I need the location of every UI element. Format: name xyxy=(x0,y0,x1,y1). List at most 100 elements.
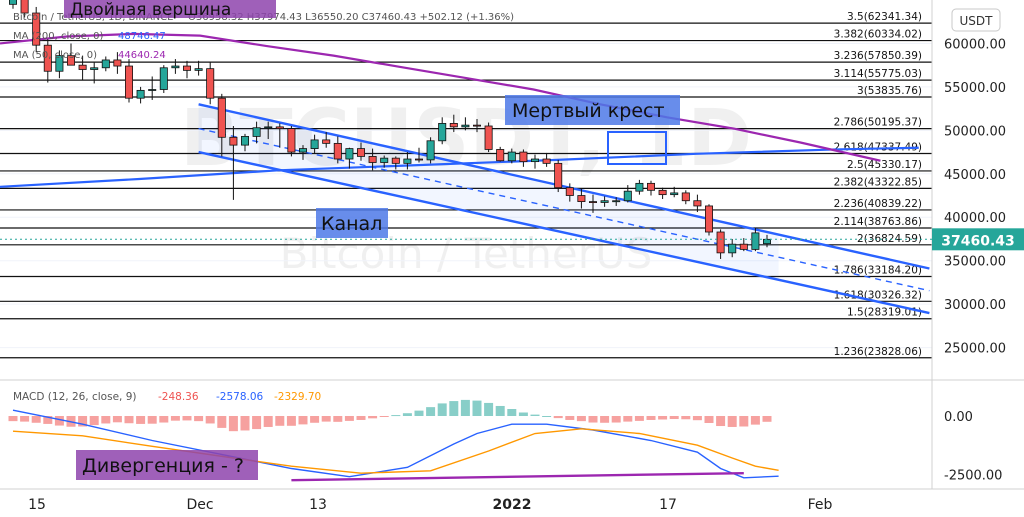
price-grid xyxy=(0,42,932,349)
time-axis-tick: Dec xyxy=(186,497,213,513)
candle-body xyxy=(240,136,249,146)
ohlc-values: O36958.32 H37974.43 L36550.20 C37460.43 … xyxy=(188,12,514,23)
macd-histogram-bar xyxy=(692,416,702,421)
macd-histogram-bar xyxy=(426,407,436,416)
candle-body xyxy=(380,157,389,163)
macd-histogram-bar xyxy=(600,416,610,423)
macd-histogram-bar xyxy=(495,405,505,416)
macd-histogram-bar xyxy=(321,416,331,422)
price-axis-tick: 25000.00 xyxy=(944,342,1006,357)
candle-body xyxy=(136,89,145,99)
macd-histogram-bar xyxy=(101,416,111,424)
macd-histogram-bar xyxy=(634,416,644,421)
macd-histogram-bar xyxy=(518,412,528,416)
annotation-channel[interactable]: Канал xyxy=(316,208,388,238)
annotation-divergence-text: Дивергенция - ? xyxy=(82,455,244,477)
price-axis-tick: 30000.00 xyxy=(944,298,1006,313)
candle-body xyxy=(589,201,598,204)
macd-histogram-bar xyxy=(263,416,273,427)
fib-level-label: 3.382(60334.02) xyxy=(834,29,922,41)
price-axis-tick: 45000.00 xyxy=(944,168,1006,183)
candle-body xyxy=(391,157,400,164)
ma200-label: MA (200, close, 0) xyxy=(13,31,103,42)
candle-body xyxy=(438,122,447,142)
ma50-line xyxy=(0,32,881,162)
macd-histogram-bar xyxy=(449,401,459,416)
macd-histogram-bar xyxy=(8,416,18,422)
macd-histogram-bar xyxy=(530,414,540,416)
macd-histogram-bar xyxy=(182,416,192,421)
candle-body xyxy=(356,148,365,157)
price-axis-tick: 40000.00 xyxy=(944,211,1006,226)
macd-histogram-bar xyxy=(716,416,726,427)
annotation-divergence[interactable]: Дивергенция - ? xyxy=(76,450,258,480)
candle-body xyxy=(217,97,226,138)
death-cross-marker[interactable] xyxy=(607,131,667,165)
macd-histogram-bar xyxy=(54,416,64,426)
fib-level-label: 2.5(45330.17) xyxy=(847,159,922,171)
annotation-channel-bg xyxy=(316,208,388,238)
candle-body xyxy=(763,238,772,245)
candle-body xyxy=(310,139,319,149)
macd-histogram-bar xyxy=(437,403,447,416)
candle-body xyxy=(658,189,667,196)
candle-body xyxy=(43,44,52,72)
time-axis-tick: Feb xyxy=(808,497,833,513)
macd-histogram-bar xyxy=(681,416,691,420)
candle-body xyxy=(78,64,87,70)
price-channel[interactable] xyxy=(198,103,930,315)
macd-legend-value: -248.36 xyxy=(158,391,199,403)
macd-histogram-bar xyxy=(310,416,320,423)
macd-histogram-bar xyxy=(750,416,760,425)
annotation-death-cross-bg xyxy=(505,95,680,125)
candle-body xyxy=(101,59,110,69)
macd-histogram-bar xyxy=(507,409,517,416)
macd-histogram-bar xyxy=(344,416,354,421)
channel-upper-line xyxy=(198,103,930,270)
candle-body xyxy=(600,200,609,203)
candle-body xyxy=(612,200,621,203)
candle-body xyxy=(322,139,331,144)
price-axis-tick: 60000.00 xyxy=(944,37,1006,52)
fib-level-label: 1.5(28319.01) xyxy=(847,307,922,319)
macd-histogram-bar xyxy=(136,416,146,424)
candle-body xyxy=(739,243,748,250)
annotation-death-cross[interactable]: Мертвый крест xyxy=(505,95,680,125)
macd-histogram-bar xyxy=(460,399,470,416)
macd-legend-value: -2329.70 xyxy=(274,391,321,403)
macd-legend-title: MACD (12, 26, close, 9) xyxy=(13,391,136,403)
macd-histogram-bar xyxy=(553,416,563,419)
candle-body xyxy=(414,158,423,161)
channel-fill xyxy=(198,104,779,280)
macd-panel: 0.00 -2500.00 MACD (12, 26, close, 9) -248.… xyxy=(8,391,1002,483)
last-price-badge xyxy=(932,228,1024,251)
macd-histogram-bar xyxy=(89,416,99,426)
macd-histogram-bar xyxy=(658,416,668,420)
fib-level-label: 3.236(57850.39) xyxy=(834,50,922,62)
candle-body xyxy=(125,65,134,99)
candle-body xyxy=(171,65,180,69)
macd-histogram-bar xyxy=(739,416,749,427)
fib-level-label: 2(36824.59) xyxy=(857,233,922,245)
time-axis-tick: 13 xyxy=(309,497,327,513)
candle-body xyxy=(531,158,540,163)
annotation-double-top[interactable]: Двойная вершина xyxy=(64,0,276,20)
divergence-trendline xyxy=(291,471,744,482)
macd-histogram-bar xyxy=(379,416,389,417)
macd-histogram-bar xyxy=(391,415,401,417)
macd-histogram-bar xyxy=(623,416,633,422)
candle-body xyxy=(565,187,574,196)
candle-body xyxy=(148,89,157,91)
candle-body xyxy=(333,142,342,160)
macd-histogram-bar xyxy=(762,416,772,422)
macd-histogram-bar xyxy=(727,416,737,427)
ma200-line xyxy=(0,146,919,188)
candle-body xyxy=(426,140,435,161)
fib-level-label: 3.114(55775.03) xyxy=(834,68,922,80)
macd-histogram-bar xyxy=(31,416,41,423)
currency-button[interactable]: USDT xyxy=(951,8,1001,32)
macd-histogram-bar xyxy=(472,400,482,416)
